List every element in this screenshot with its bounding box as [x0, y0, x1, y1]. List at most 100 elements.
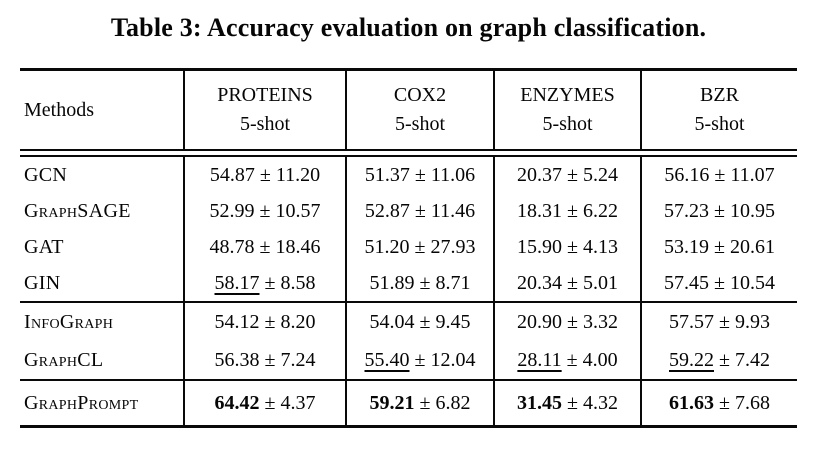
score-std: ± 10.95 [709, 199, 775, 222]
table-row: InfoGraph 54.12 ± 8.20 54.04 ± 9.45 20.90 ±… [20, 303, 797, 341]
score-std: ± 5.24 [562, 163, 618, 186]
method-cell: GraphSAGE [20, 193, 183, 229]
dataset-name: PROTEINS [217, 84, 313, 106]
score-mean: 58.17 [214, 271, 260, 294]
column-header-enzymes: ENZYMES 5-shot [493, 71, 640, 149]
score-mean: 57.23 [664, 199, 709, 222]
score-mean: 15.90 [517, 235, 562, 258]
table-group-ours: GraphPrompt 64.42 ± 4.37 59.21 ± 6.82 31.45… [20, 381, 797, 425]
method-label: GraphCL [24, 348, 104, 371]
table-row: GAT 48.78 ± 18.46 51.20 ± 27.93 15.90 ± 4.1… [20, 229, 797, 265]
score-mean: 59.22 [669, 348, 714, 371]
score-std: ± 5.01 [562, 271, 618, 294]
score-mean: 54.04 [369, 310, 415, 333]
score-std: ± 4.37 [259, 391, 316, 414]
score-cell: 20.37 ± 5.24 [493, 157, 640, 193]
score-cell: 28.11 ± 4.00 [493, 341, 640, 379]
score-std: ± 11.07 [709, 163, 775, 186]
score-std: ± 4.00 [561, 348, 618, 371]
score-cell: 52.99 ± 10.57 [183, 193, 345, 229]
methods-column-header: Methods [24, 98, 94, 121]
score-cell: 53.19 ± 20.61 [640, 229, 797, 265]
section-divider-rule [20, 379, 797, 381]
score-std: ± 11.20 [254, 163, 321, 186]
score-std: ± 6.82 [414, 391, 471, 414]
table-row: GraphPrompt 64.42 ± 4.37 59.21 ± 6.82 31.45… [20, 381, 797, 425]
top-rule [20, 68, 797, 71]
method-cell: GraphCL [20, 341, 183, 379]
score-mean: 55.40 [364, 348, 410, 371]
table-group-ssl-baselines: InfoGraph 54.12 ± 8.20 54.04 ± 9.45 20.90 ±… [20, 303, 797, 379]
header-double-rule [20, 149, 797, 157]
score-mean: 57.45 [664, 271, 709, 294]
score-std: ± 4.13 [562, 235, 618, 258]
table-group-gnn-baselines: GCN 54.87 ± 11.20 51.37 ± 11.06 20.37 ± 5.2… [20, 157, 797, 301]
score-mean: 52.87 [364, 199, 410, 222]
score-cell: 20.90 ± 3.32 [493, 303, 640, 341]
score-std: ± 3.32 [562, 310, 618, 333]
method-cell: GAT [20, 229, 183, 265]
score-cell: 56.38 ± 7.24 [183, 341, 345, 379]
column-header-bzr: BZR 5-shot [640, 71, 797, 149]
shot-label: 5-shot [694, 113, 745, 135]
section-divider-rule [20, 301, 797, 303]
score-std: ± 9.45 [414, 310, 471, 333]
method-label: GCN [24, 163, 68, 186]
method-label: GraphSAGE [24, 199, 131, 222]
score-mean: 54.12 [214, 310, 260, 333]
score-mean: 51.89 [369, 271, 415, 294]
score-cell: 57.45 ± 10.54 [640, 265, 797, 301]
score-std: ± 18.46 [254, 235, 321, 258]
method-cell: GraphPrompt [20, 381, 183, 425]
table-row: GCN 54.87 ± 11.20 51.37 ± 11.06 20.37 ± 5.2… [20, 157, 797, 193]
score-cell: 51.37 ± 11.06 [345, 157, 493, 193]
paper-page: Table 3: Accuracy evaluation on graph cl… [0, 11, 817, 428]
score-cell: 55.40 ± 12.04 [345, 341, 493, 379]
score-std: ± 11.06 [409, 163, 476, 186]
method-label: GIN [24, 271, 61, 294]
score-mean: 51.37 [364, 163, 410, 186]
method-label: GAT [24, 235, 64, 258]
score-std: ± 10.54 [709, 271, 775, 294]
score-mean: 20.37 [517, 163, 562, 186]
table-row: GraphCL 56.38 ± 7.24 55.40 ± 12.04 28.11 ± … [20, 341, 797, 379]
score-cell: 54.87 ± 11.20 [183, 157, 345, 193]
dataset-name: BZR [700, 84, 739, 106]
bottom-rule [20, 425, 797, 428]
score-std: ± 8.20 [259, 310, 316, 333]
score-cell: 31.45 ± 4.32 [493, 381, 640, 425]
score-std: ± 10.57 [254, 199, 321, 222]
score-mean: 53.19 [664, 235, 709, 258]
score-mean: 31.45 [517, 391, 562, 414]
score-std: ± 7.24 [259, 348, 316, 371]
score-mean: 59.21 [369, 391, 415, 414]
table-row: GraphSAGE 52.99 ± 10.57 52.87 ± 11.46 18.31… [20, 193, 797, 229]
dataset-name: COX2 [393, 84, 447, 106]
score-std: ± 11.46 [409, 199, 476, 222]
score-std: ± 8.58 [259, 271, 316, 294]
score-cell: 64.42 ± 4.37 [183, 381, 345, 425]
table-row: GIN 58.17 ± 8.58 51.89 ± 8.71 20.34 ± 5.01 5… [20, 265, 797, 301]
score-std: ± 9.93 [714, 310, 770, 333]
score-cell: 15.90 ± 4.13 [493, 229, 640, 265]
score-cell: 56.16 ± 11.07 [640, 157, 797, 193]
score-std: ± 20.61 [709, 235, 775, 258]
score-cell: 52.87 ± 11.46 [345, 193, 493, 229]
score-cell: 51.89 ± 8.71 [345, 265, 493, 301]
column-header-proteins: PROTEINS 5-shot [183, 71, 345, 149]
score-std: ± 12.04 [409, 348, 476, 371]
method-cell: GCN [20, 157, 183, 193]
score-std: ± 27.93 [409, 235, 476, 258]
shot-label: 5-shot [240, 113, 290, 135]
score-std: ± 6.22 [562, 199, 618, 222]
score-std: ± 4.32 [562, 391, 618, 414]
score-mean: 54.87 [209, 163, 255, 186]
column-header-cox2: COX2 5-shot [345, 71, 493, 149]
score-cell: 59.21 ± 6.82 [345, 381, 493, 425]
score-mean: 20.34 [517, 271, 562, 294]
score-mean: 52.99 [209, 199, 255, 222]
score-std: ± 7.68 [714, 391, 770, 414]
score-cell: 48.78 ± 18.46 [183, 229, 345, 265]
score-mean: 48.78 [209, 235, 255, 258]
score-mean: 61.63 [669, 391, 714, 414]
